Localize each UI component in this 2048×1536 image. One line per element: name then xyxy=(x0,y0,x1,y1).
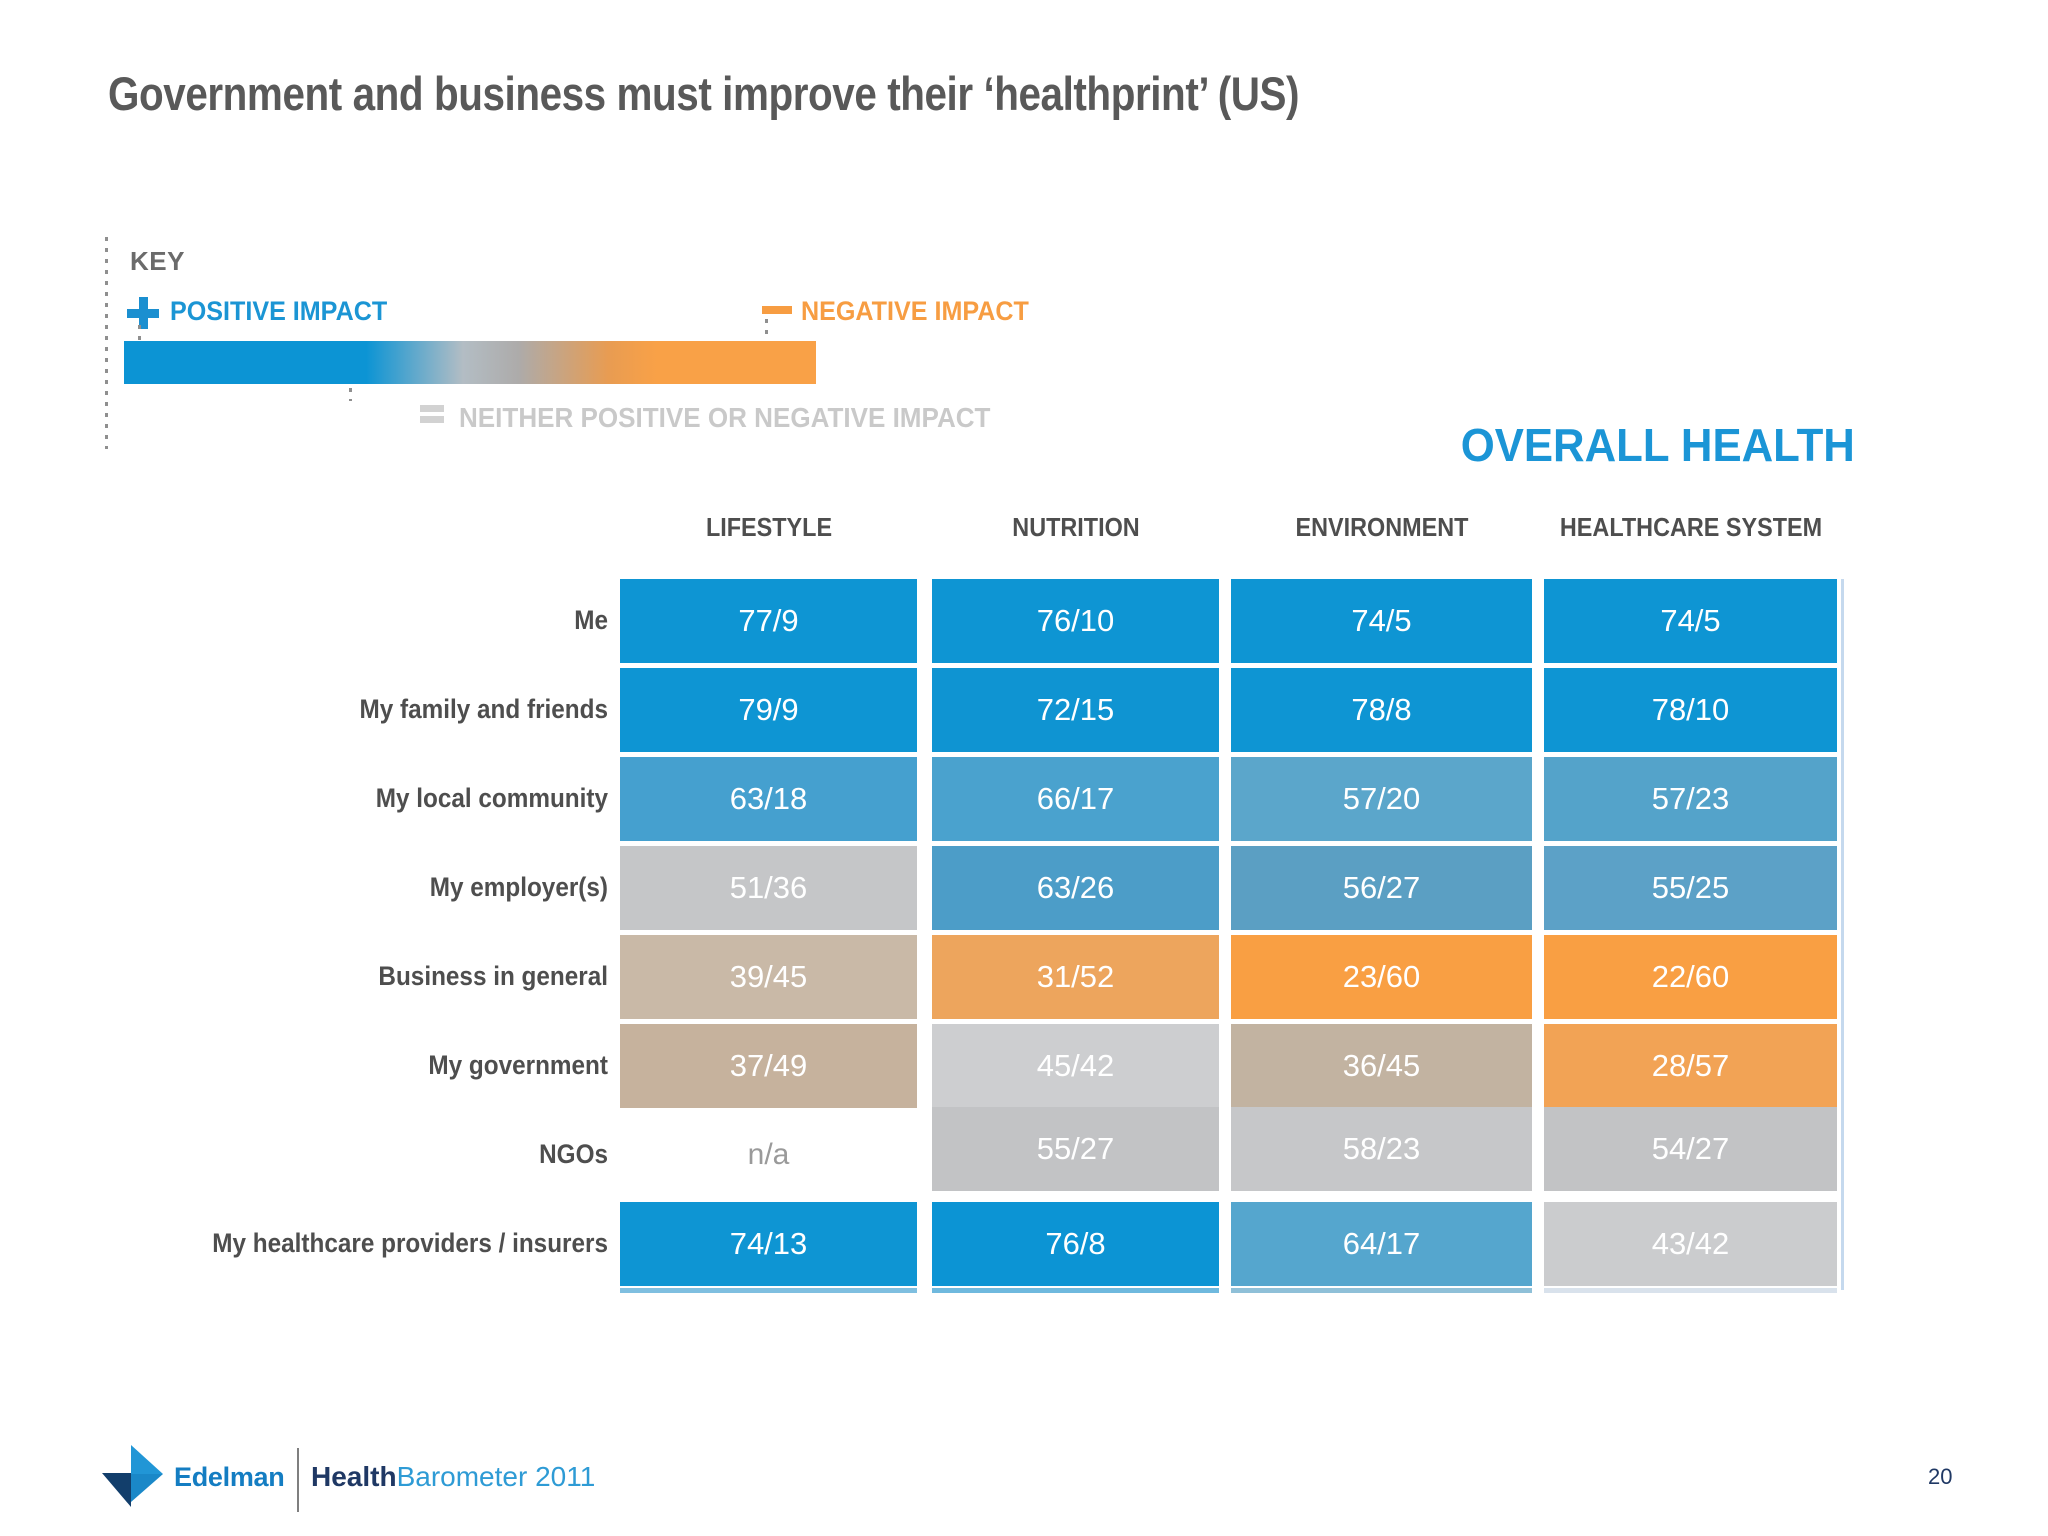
heatmap-cell: 58/23 xyxy=(1231,1107,1532,1191)
column-header: HEALTHCARE SYSTEM xyxy=(1559,512,1822,542)
heatmap-cell: 72/15 xyxy=(932,668,1219,752)
heatmap-cell: 78/10 xyxy=(1544,668,1837,752)
slide-title: Government and business must improve the… xyxy=(108,67,1300,120)
heatmap-cell: 28/57 xyxy=(1544,1024,1837,1108)
overall-health-heading: OVERALL HEALTH xyxy=(1460,419,1855,471)
heatmap-cell: 76/10 xyxy=(932,579,1219,663)
report-title-barometer: Barometer 2011 xyxy=(396,1461,596,1492)
heatmap-cell: 66/17 xyxy=(932,757,1219,841)
heatmap-cell: 74/13 xyxy=(620,1202,917,1286)
report-title-health: Health xyxy=(311,1461,397,1492)
row-label: My employer(s) xyxy=(429,872,608,902)
footer-divider xyxy=(297,1448,299,1512)
heatmap-cell: 56/27 xyxy=(1231,846,1532,930)
positive-impact-label: POSITIVE IMPACT xyxy=(170,296,388,326)
plus-icon xyxy=(127,297,159,329)
row-label: My healthcare providers / insurers xyxy=(212,1228,609,1258)
na-cell: n/a xyxy=(747,1138,790,1171)
cell-underline xyxy=(932,1288,1219,1293)
heatmap-cell: 74/5 xyxy=(1231,579,1532,663)
row-label: My government xyxy=(428,1050,608,1080)
cell-underline xyxy=(1544,1288,1837,1293)
page-number: 20 xyxy=(1928,1464,1953,1489)
heatmap-cell: 55/27 xyxy=(932,1107,1219,1191)
brand-name: Edelman xyxy=(174,1462,285,1492)
heatmap-cell: 55/25 xyxy=(1544,846,1837,930)
equals-icon xyxy=(420,405,444,423)
column-header: ENVIRONMENT xyxy=(1295,512,1468,542)
heatmap-cell: 57/20 xyxy=(1231,757,1532,841)
column-header: NUTRITION xyxy=(1011,512,1140,542)
row-label: My local community xyxy=(375,783,608,813)
heatmap-cell: 39/45 xyxy=(620,935,917,1019)
heatmap-cell: 79/9 xyxy=(620,668,917,752)
heatmap-cell: 36/45 xyxy=(1231,1024,1532,1108)
row-label: My family and friends xyxy=(359,694,608,724)
heatmap-cell: 43/42 xyxy=(1544,1202,1837,1286)
heatmap-cell: 45/42 xyxy=(932,1024,1219,1108)
heatmap-cell: 23/60 xyxy=(1231,935,1532,1019)
positive-connector-dots xyxy=(138,325,141,341)
neither-impact-label: NEITHER POSITIVE OR NEGATIVE IMPACT xyxy=(459,402,991,433)
column-header: LIFESTYLE xyxy=(705,512,832,542)
cell-underline xyxy=(1231,1288,1532,1293)
neither-connector-dots xyxy=(349,388,352,401)
heatmap-cell: 63/26 xyxy=(932,846,1219,930)
negative-impact-label: NEGATIVE IMPACT xyxy=(801,296,1029,326)
minus-icon xyxy=(762,306,792,314)
heatmap-cell: 54/27 xyxy=(1544,1107,1837,1191)
row-label: Me xyxy=(574,605,608,635)
cell-underline xyxy=(620,1288,917,1293)
heatmap-cell: 57/23 xyxy=(1544,757,1837,841)
heatmap-cell: 74/5 xyxy=(1544,579,1837,663)
heatmap-cell: 37/49 xyxy=(620,1024,917,1108)
negative-connector-dots xyxy=(765,319,768,341)
heatmap-cell: 63/18 xyxy=(620,757,917,841)
report-title: HealthBarometer 2011 xyxy=(311,1461,595,1493)
heatmap-cell: 22/60 xyxy=(1544,935,1837,1019)
impact-gradient-bar xyxy=(124,341,816,384)
edelman-logo xyxy=(102,1445,163,1507)
heatmap-cell: 51/36 xyxy=(620,846,917,930)
key-dotted-guideline xyxy=(105,237,108,449)
row-label: Business in general xyxy=(378,961,608,991)
heatmap-cell: 64/17 xyxy=(1231,1202,1532,1286)
heatmap-cell: 77/9 xyxy=(620,579,917,663)
key-title: KEY xyxy=(130,246,185,276)
table-right-border xyxy=(1841,579,1844,1290)
heatmap-cell: 31/52 xyxy=(932,935,1219,1019)
heatmap-cell: 78/8 xyxy=(1231,668,1532,752)
heatmap-cell: 76/8 xyxy=(932,1202,1219,1286)
row-label: NGOs xyxy=(539,1139,608,1169)
